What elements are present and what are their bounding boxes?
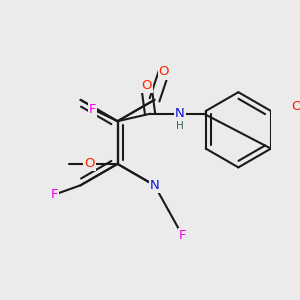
Text: F: F (179, 229, 186, 242)
Text: N: N (175, 107, 184, 120)
Text: O: O (84, 158, 95, 170)
Text: O: O (141, 80, 152, 92)
Text: F: F (51, 188, 58, 201)
Text: H: H (176, 121, 184, 131)
Text: N: N (150, 179, 159, 192)
Text: F: F (89, 103, 96, 116)
Text: O: O (292, 100, 300, 113)
Text: O: O (159, 65, 169, 79)
